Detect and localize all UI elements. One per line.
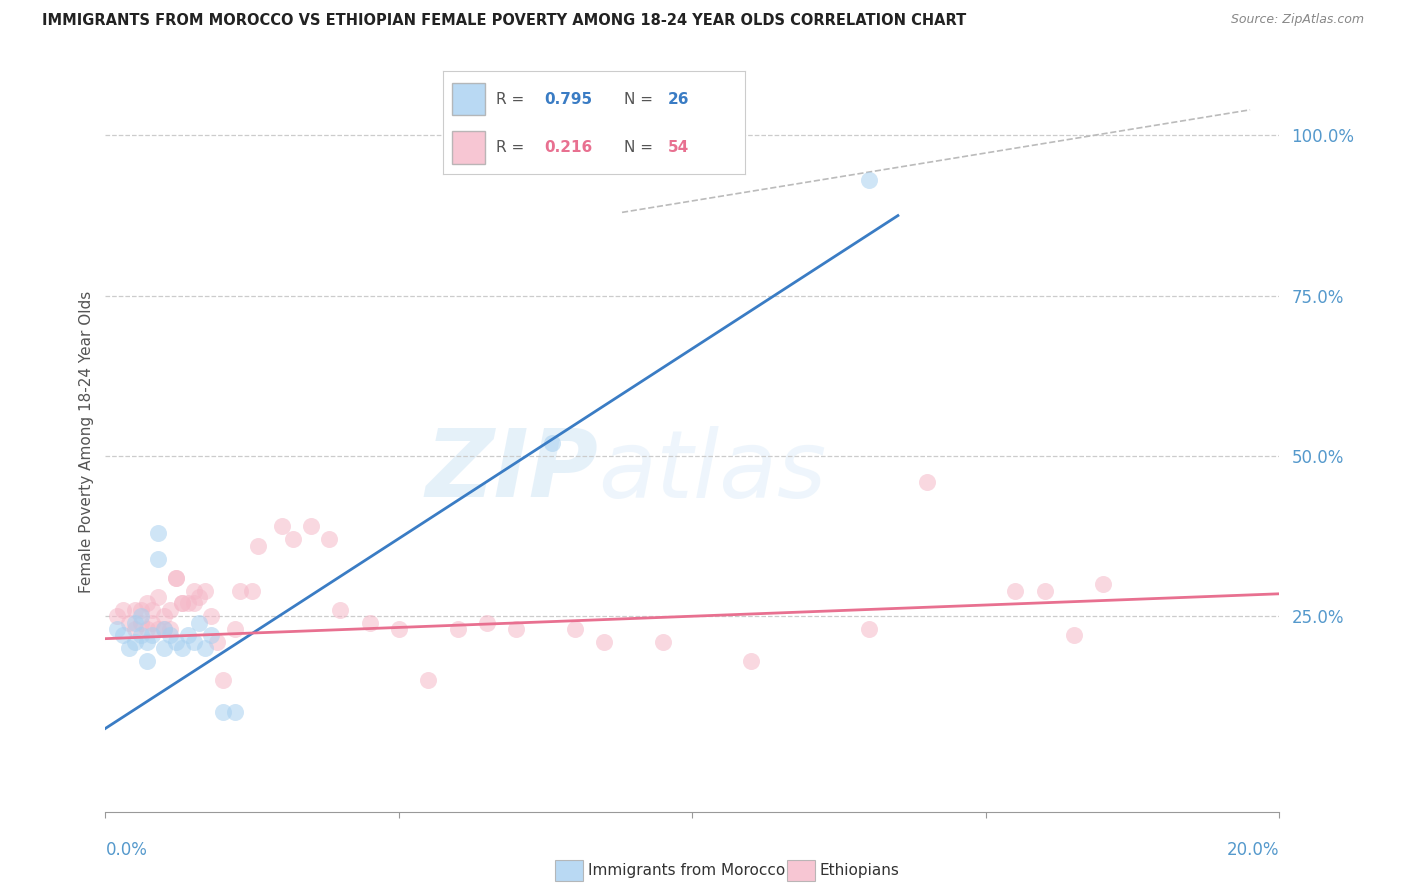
Point bbox=[211, 673, 233, 688]
Point bbox=[224, 622, 246, 636]
Point bbox=[153, 641, 176, 656]
Text: 26: 26 bbox=[668, 92, 689, 106]
Point bbox=[170, 596, 193, 610]
Point bbox=[118, 641, 141, 656]
Point bbox=[418, 673, 440, 688]
Text: 20.0%: 20.0% bbox=[1227, 840, 1279, 858]
Point bbox=[858, 173, 880, 187]
Point bbox=[159, 622, 181, 636]
Point bbox=[153, 622, 176, 636]
Point bbox=[165, 571, 187, 585]
Text: R =: R = bbox=[496, 92, 524, 106]
Text: Immigrants from Morocco: Immigrants from Morocco bbox=[588, 863, 785, 878]
Text: atlas: atlas bbox=[599, 425, 827, 516]
Point bbox=[153, 609, 176, 624]
Point bbox=[129, 603, 152, 617]
FancyBboxPatch shape bbox=[451, 83, 485, 115]
Text: 0.795: 0.795 bbox=[544, 92, 592, 106]
Point bbox=[205, 635, 228, 649]
Point bbox=[135, 622, 157, 636]
Point bbox=[564, 622, 586, 636]
Point bbox=[141, 603, 163, 617]
Text: N =: N = bbox=[624, 92, 654, 106]
Point bbox=[183, 635, 205, 649]
Point bbox=[148, 551, 170, 566]
Text: IMMIGRANTS FROM MOROCCO VS ETHIOPIAN FEMALE POVERTY AMONG 18-24 YEAR OLDS CORREL: IMMIGRANTS FROM MOROCCO VS ETHIOPIAN FEM… bbox=[42, 13, 966, 29]
Text: Source: ZipAtlas.com: Source: ZipAtlas.com bbox=[1230, 13, 1364, 27]
Point bbox=[135, 654, 157, 668]
Point bbox=[593, 635, 616, 649]
Point bbox=[505, 622, 527, 636]
Text: 0.0%: 0.0% bbox=[105, 840, 148, 858]
Point bbox=[124, 603, 146, 617]
Point bbox=[858, 622, 880, 636]
Point bbox=[176, 628, 198, 642]
Point bbox=[129, 615, 152, 630]
Text: Ethiopians: Ethiopians bbox=[820, 863, 900, 878]
Point bbox=[183, 583, 205, 598]
Point bbox=[359, 615, 381, 630]
Point bbox=[1033, 583, 1056, 598]
Text: R =: R = bbox=[496, 140, 524, 155]
Point bbox=[388, 622, 411, 636]
Point bbox=[318, 533, 340, 547]
Point bbox=[148, 525, 170, 540]
Point bbox=[240, 583, 263, 598]
Point bbox=[283, 533, 305, 547]
Point bbox=[141, 615, 163, 630]
Point bbox=[211, 706, 233, 720]
Point bbox=[1063, 628, 1085, 642]
Point bbox=[124, 622, 146, 636]
Point bbox=[165, 571, 187, 585]
Point bbox=[105, 609, 128, 624]
Point bbox=[1004, 583, 1026, 598]
Point bbox=[148, 622, 170, 636]
Point bbox=[118, 615, 141, 630]
Point bbox=[129, 609, 152, 624]
Point bbox=[229, 583, 252, 598]
Point bbox=[540, 436, 562, 450]
Point bbox=[194, 583, 217, 598]
Point bbox=[159, 628, 181, 642]
Text: N =: N = bbox=[624, 140, 654, 155]
Point bbox=[299, 519, 322, 533]
Y-axis label: Female Poverty Among 18-24 Year Olds: Female Poverty Among 18-24 Year Olds bbox=[79, 291, 94, 592]
Point bbox=[148, 590, 170, 604]
Point bbox=[124, 615, 146, 630]
Point bbox=[141, 628, 163, 642]
Point bbox=[159, 603, 181, 617]
Point bbox=[135, 635, 157, 649]
Point bbox=[129, 628, 152, 642]
FancyBboxPatch shape bbox=[451, 131, 485, 163]
Point bbox=[188, 615, 211, 630]
Point bbox=[112, 628, 135, 642]
Point bbox=[165, 635, 187, 649]
Point bbox=[1092, 577, 1115, 591]
Point bbox=[917, 475, 939, 489]
Point bbox=[270, 519, 292, 533]
Point bbox=[247, 539, 270, 553]
Point bbox=[153, 622, 176, 636]
Text: 54: 54 bbox=[668, 140, 689, 155]
Point bbox=[446, 622, 468, 636]
Point bbox=[475, 615, 498, 630]
Point bbox=[200, 609, 222, 624]
Point bbox=[170, 596, 193, 610]
Point bbox=[200, 628, 222, 642]
Text: ZIP: ZIP bbox=[426, 425, 599, 517]
Point bbox=[224, 706, 246, 720]
Point bbox=[105, 622, 128, 636]
Point bbox=[652, 635, 675, 649]
Point bbox=[740, 654, 762, 668]
Point bbox=[194, 641, 217, 656]
Text: 0.216: 0.216 bbox=[544, 140, 592, 155]
Point bbox=[170, 641, 193, 656]
Point bbox=[176, 596, 198, 610]
Point bbox=[112, 603, 135, 617]
Point bbox=[124, 635, 146, 649]
Point bbox=[183, 596, 205, 610]
Point bbox=[188, 590, 211, 604]
Point bbox=[135, 596, 157, 610]
Point bbox=[329, 603, 352, 617]
